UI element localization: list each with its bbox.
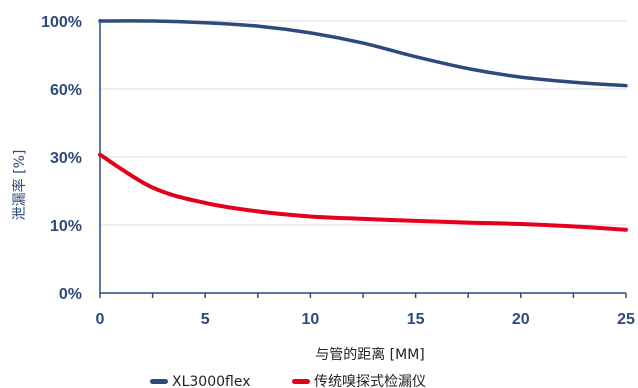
y-axis-title: 泄漏率 [%]	[11, 150, 28, 221]
legend-swatch-traditional	[292, 379, 310, 384]
grid-lines	[100, 20, 626, 226]
series-line-xl3000flex	[98, 19, 628, 88]
y-tick-label: 60%	[50, 82, 82, 99]
y-axis-ticks: 0% 10% 30% 60% 100%	[41, 14, 82, 303]
y-tick-label: 100%	[41, 14, 82, 31]
x-tick-label: 25	[617, 311, 635, 328]
x-tick-label: 15	[407, 311, 425, 328]
legend-label-traditional: 传统嗅探式检漏仪	[314, 374, 426, 388]
y-tick-label: 10%	[50, 218, 82, 235]
legend: XL3000flex 传统嗅探式检漏仪	[150, 374, 426, 388]
y-tick-label: 0%	[59, 286, 82, 303]
legend-item-traditional: 传统嗅探式检漏仪	[292, 374, 426, 388]
y-tick-label: 30%	[50, 150, 82, 167]
x-axis-ticks: 0 5 10 15 20 25	[96, 293, 635, 328]
x-tick-label: 10	[302, 311, 320, 328]
axes	[99, 19, 626, 294]
series-line-traditional	[98, 152, 628, 232]
x-axis-title: 与管的距离 [MM]	[315, 346, 425, 363]
series-lines	[98, 19, 628, 232]
legend-item-xl3000flex: XL3000flex	[150, 374, 251, 388]
legend-swatch-xl3000flex	[150, 379, 168, 384]
x-tick-label: 0	[96, 311, 105, 328]
x-tick-label: 20	[512, 311, 530, 328]
legend-label-xl3000flex: XL3000flex	[172, 374, 251, 388]
x-tick-label: 5	[201, 311, 210, 328]
